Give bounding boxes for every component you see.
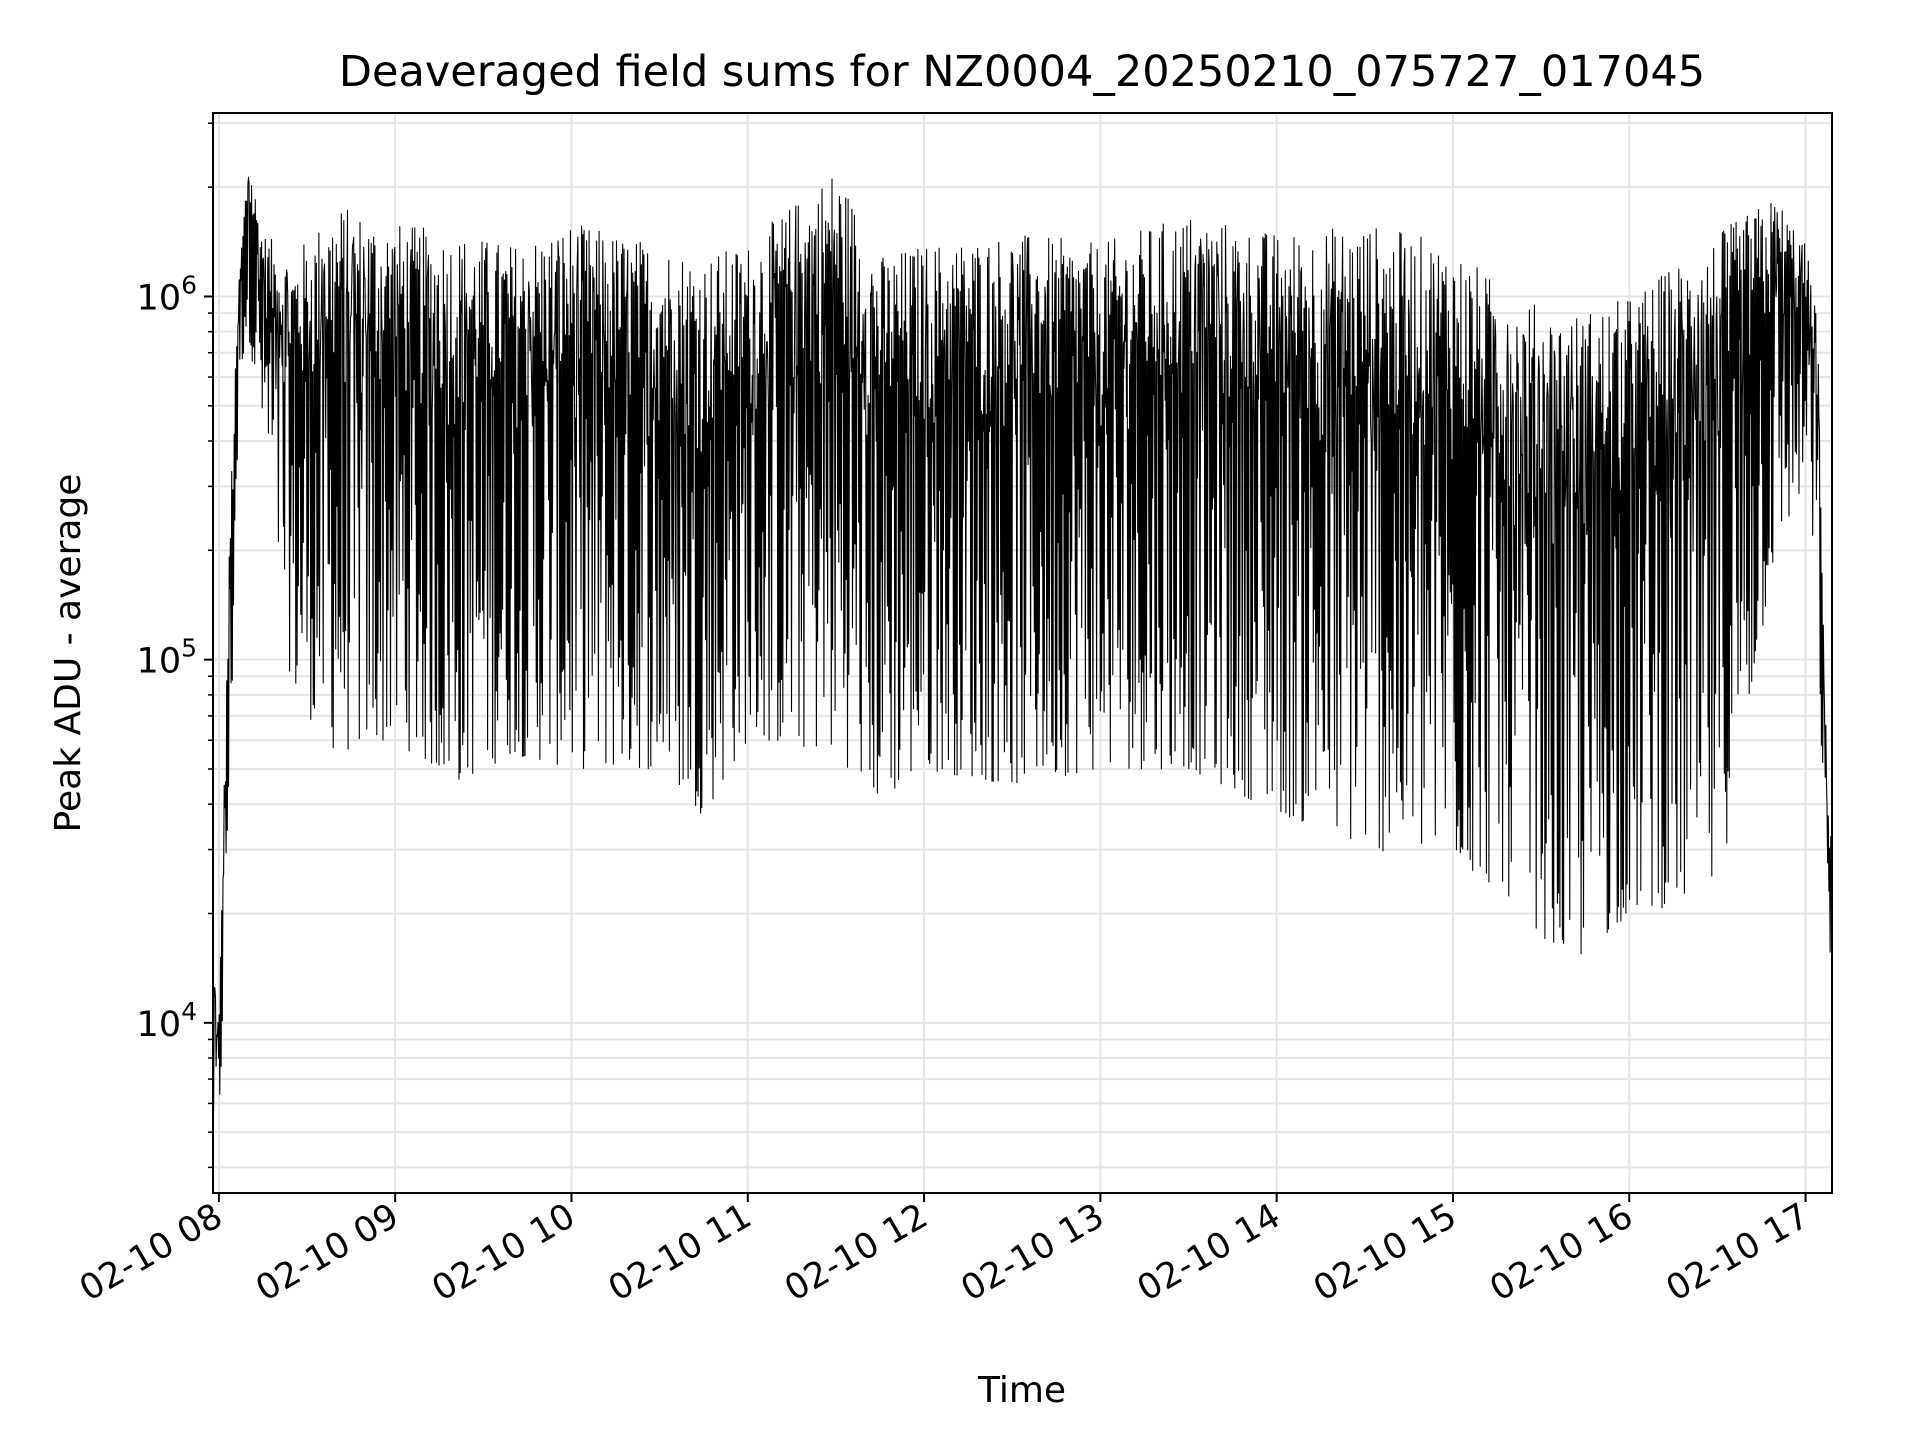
y-tick-label: 104 <box>137 997 197 1045</box>
y-axis: 104 105 106 <box>137 122 213 1169</box>
series-trace <box>212 176 1833 1111</box>
y-axis-label: Peak ADU - average <box>48 474 89 833</box>
series-line <box>212 176 1833 1111</box>
x-axis-label: Time <box>977 1370 1066 1411</box>
x-tick-label: 02-10 08 <box>73 1196 229 1309</box>
x-tick-label: 02-10 11 <box>602 1196 758 1309</box>
x-tick-label: 02-10 13 <box>955 1196 1111 1309</box>
plot-frame <box>212 112 1833 1194</box>
y-tick-label: 105 <box>137 634 197 682</box>
x-tick-label: 02-10 10 <box>426 1196 582 1309</box>
x-tick-label: 02-10 16 <box>1483 1196 1639 1309</box>
x-tick-label: 02-10 17 <box>1660 1196 1816 1309</box>
x-tick-label: 02-10 14 <box>1131 1196 1287 1309</box>
x-axis: 02-10 08 02-10 09 02-10 10 02-10 11 02-10 12… <box>73 1193 1816 1309</box>
x-tick-label: 02-10 15 <box>1307 1196 1463 1309</box>
y-tick-label: 106 <box>137 270 197 318</box>
x-tick-label: 02-10 12 <box>778 1196 934 1309</box>
x-tick-label: 02-10 09 <box>249 1196 405 1309</box>
chart-title: Deaveraged field sums for NZ0004_2025021… <box>339 47 1705 97</box>
